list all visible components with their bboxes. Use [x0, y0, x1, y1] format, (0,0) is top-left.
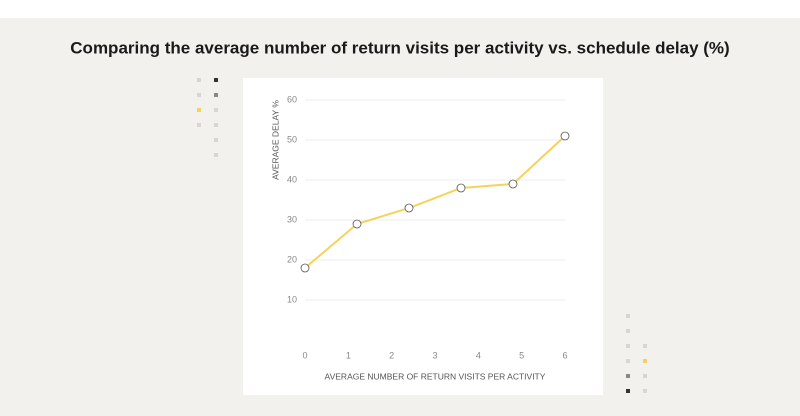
y-tick-label: 40: [287, 174, 297, 184]
x-tick-label: 2: [389, 350, 394, 360]
x-tick-label: 6: [562, 350, 567, 360]
x-tick-label: 0: [302, 350, 307, 360]
x-tick-label: 1: [346, 350, 351, 360]
point: [404, 203, 414, 213]
y-axis-label: AVERAGE DELAY %: [270, 100, 280, 180]
y-tick-label: 20: [287, 254, 297, 264]
decoration: [197, 78, 647, 393]
chart-card: [243, 78, 603, 395]
x-tick-label: 3: [432, 350, 437, 360]
chart-title: Comparing the average number of return v…: [70, 38, 729, 57]
x-axis-label: AVERAGE NUMBER OF RETURN VISITS PER ACTI…: [325, 371, 546, 381]
x-tick-label: 4: [476, 350, 481, 360]
y-tick-label: 30: [287, 214, 297, 224]
point: [508, 179, 518, 189]
top-strip: [0, 0, 800, 18]
y-tick-label: 50: [287, 134, 297, 144]
line: [304, 135, 566, 269]
y-tick-label: 60: [287, 94, 297, 104]
point: [352, 219, 362, 229]
point: [300, 263, 310, 273]
point: [560, 131, 570, 141]
point: [456, 183, 466, 193]
y-tick-label: 10: [287, 294, 297, 304]
x-tick-label: 5: [519, 350, 524, 360]
